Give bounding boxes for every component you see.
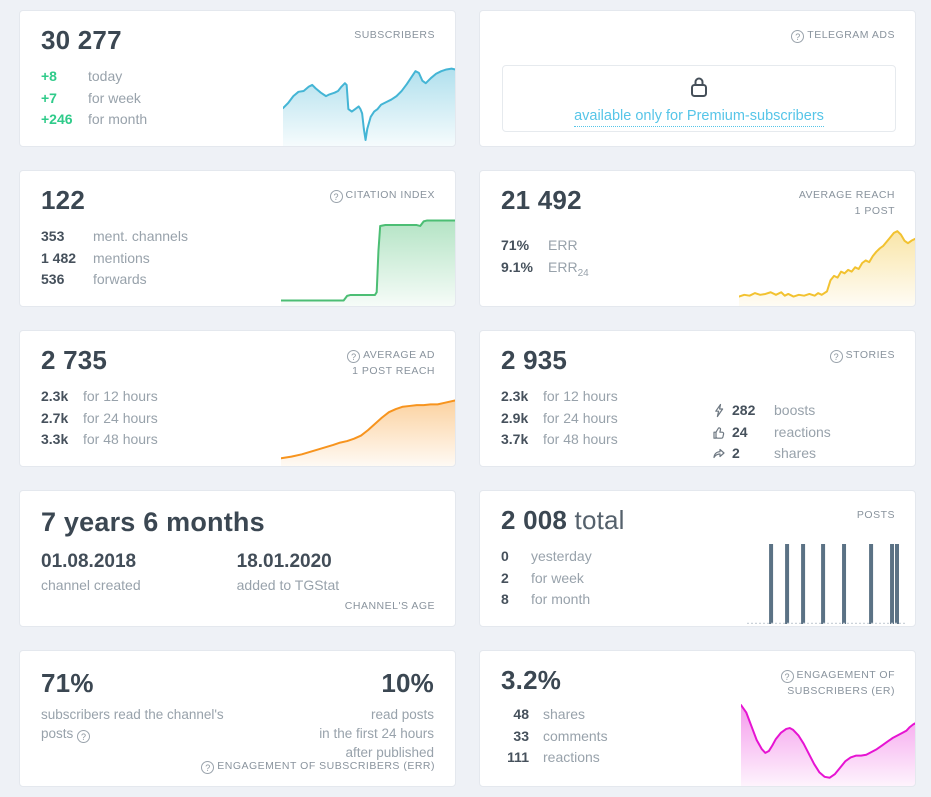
err-24h-label: read posts in the first 24 hours after p… — [319, 707, 434, 760]
premium-locked-panel: available only for Premium-subscribers — [502, 65, 896, 132]
citation-index-value: 122 — [41, 185, 85, 215]
share-icon — [712, 446, 732, 461]
stories-shares: 2 shares — [712, 443, 831, 465]
added-to-tgstat: 18.01.2020 added to TGStat — [236, 551, 340, 593]
stories-value: 2 935 — [501, 345, 568, 375]
citation-sparkline-chart — [281, 214, 455, 306]
reach-stat-err: 71% ERR — [501, 237, 578, 253]
average-ad-title-line1: AVERAGE AD — [363, 349, 435, 361]
average-reach-title-line2: 1 POST — [854, 205, 895, 217]
channel-age-value: 7 years 6 months — [41, 507, 265, 537]
help-icon[interactable]: ? — [347, 350, 361, 363]
stories-reactions: 24 reactions — [712, 422, 831, 444]
er-stat-shares: 48 shares — [513, 706, 586, 722]
subscribers-sparkline-chart — [283, 60, 455, 146]
channel-age-card: CHANNEL'S AGE 7 years 6 months 01.08.201… — [19, 490, 456, 627]
reach-stat-err24: 9.1% ERR24 — [501, 258, 589, 279]
ad-stat-12h: 2.3k for 12 hours — [41, 388, 158, 404]
lock-icon — [688, 77, 710, 103]
posts-stat-week: 2 for week — [501, 569, 584, 586]
er-sparkline-chart — [741, 694, 915, 786]
help-icon[interactable]: ? — [201, 761, 215, 774]
stories-stat-24h: 2.9k for 24 hours — [501, 409, 618, 426]
posts-card: POSTS 2 008 total 0 yesterday 2 for week… — [479, 490, 916, 627]
citation-index-card: ? CITATION INDEX 122 353 ment. channels 1… — [19, 170, 456, 307]
boost-icon — [712, 403, 732, 418]
average-reach-value: 21 492 — [501, 185, 582, 215]
citation-index-title: CITATION INDEX — [345, 189, 435, 201]
subscribers-title: SUBSCRIBERS — [354, 29, 435, 41]
help-icon[interactable]: ? — [829, 350, 843, 363]
subscribers-stat-week: +7 for week — [41, 89, 141, 106]
channel-created: 01.08.2018 channel created — [41, 551, 141, 593]
average-ad-value: 2 735 — [41, 345, 108, 375]
er-stat-reactions: 111 reactions — [507, 749, 600, 765]
posts-stat-yesterday: 0 yesterday — [501, 548, 592, 564]
average-reach-sparkline-chart — [739, 220, 915, 306]
help-icon[interactable]: ? — [791, 30, 805, 43]
subscribers-value: 30 277 — [41, 25, 122, 55]
average-ad-sparkline-chart — [281, 388, 455, 466]
help-icon[interactable]: ? — [77, 730, 91, 743]
subscribers-stat-month: +246 for month — [41, 111, 148, 127]
stories-card: ? STORIES 2 935 2.3k for 12 hours 2.9k fo… — [479, 330, 916, 467]
stories-title: STORIES — [845, 349, 895, 361]
citation-stat-mentions: 1 482 mentions — [41, 249, 150, 266]
thumbs-up-icon — [712, 425, 732, 440]
ad-stat-48h: 3.3k for 48 hours — [41, 431, 158, 447]
er-title-line2: SUBSCRIBERS (ER) — [787, 685, 895, 697]
subscribers-stat-today: +8 today — [41, 68, 123, 84]
citation-stat-forwards: 536 forwards — [41, 271, 147, 287]
posts-title: POSTS — [856, 509, 895, 521]
er-title-line1: ENGAGEMENT OF — [796, 669, 895, 681]
stories-boosts: 282 boosts — [712, 400, 831, 422]
average-reach-title-line1: AVERAGE REACH — [798, 189, 895, 201]
citation-stat-channels: 353 ment. channels — [41, 228, 188, 244]
help-icon[interactable]: ? — [780, 670, 794, 683]
telegram-ads-title: TELEGRAM ADS — [807, 29, 895, 41]
posts-bar-chart — [747, 544, 907, 624]
premium-subscribers-link[interactable]: available only for Premium-subscribers — [574, 108, 824, 127]
help-icon[interactable]: ? — [329, 190, 343, 203]
err-title: ENGAGEMENT OF SUBSCRIBERS (ERR) — [217, 760, 435, 772]
average-ad-reach-card: ? AVERAGE AD 1 POST REACH 2 735 2.3k for … — [19, 330, 456, 467]
er-stat-comments: 33 comments — [513, 727, 608, 744]
stories-stat-12h: 2.3k for 12 hours — [501, 388, 618, 404]
average-reach-card: AVERAGE REACH 1 POST 21 492 71% ERR 9.1%… — [479, 170, 916, 307]
subscribers-card: SUBSCRIBERS 30 277 +8 today +7 for week … — [19, 10, 456, 147]
average-ad-title-line2: 1 POST REACH — [352, 365, 435, 377]
stories-stat-48h: 3.7k for 48 hours — [501, 431, 618, 447]
err-24h-value: 10% — [381, 668, 434, 698]
channel-age-title: CHANNEL'S AGE — [344, 600, 435, 612]
err-card: ? ENGAGEMENT OF SUBSCRIBERS (ERR) 71% sub… — [19, 650, 456, 787]
posts-value: 2 008 total — [501, 505, 625, 535]
telegram-ads-card: ? TELEGRAM ADS available only for Premium… — [479, 10, 916, 147]
posts-stat-month: 8 for month — [501, 591, 591, 607]
err-read-label: subscribers read the channel's posts ? — [41, 707, 224, 743]
er-value: 3.2% — [501, 665, 562, 695]
ad-stat-24h: 2.7k for 24 hours — [41, 409, 158, 426]
err-read-value: 71% — [41, 668, 94, 698]
er-card: ? ENGAGEMENT OF SUBSCRIBERS (ER) 3.2% 48 … — [479, 650, 916, 787]
